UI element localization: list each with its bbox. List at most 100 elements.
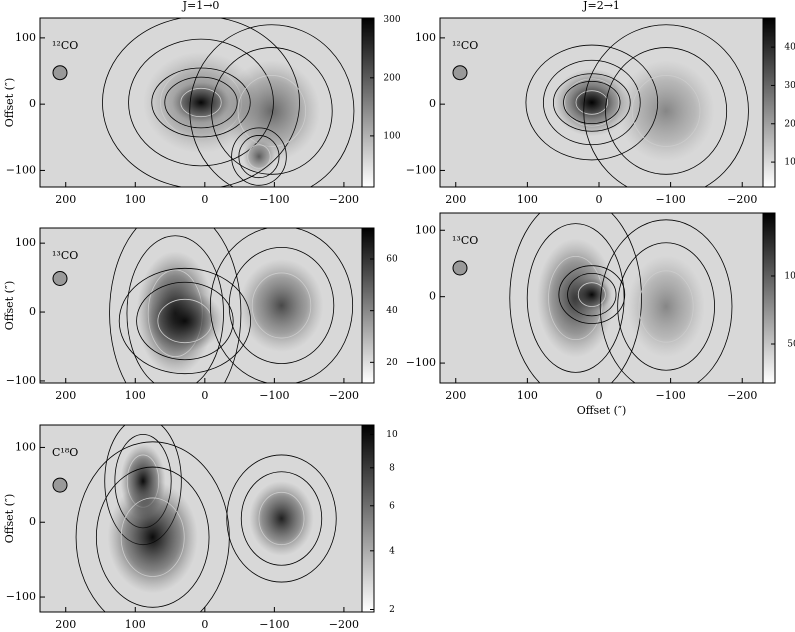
colorbar-tick-label: 300 <box>784 81 795 91</box>
map <box>102 18 355 187</box>
contour <box>228 246 335 365</box>
contour <box>189 24 355 187</box>
contour <box>231 127 287 186</box>
y-tick-label: −100 <box>6 374 36 387</box>
contour <box>226 454 337 583</box>
colorbar <box>762 212 776 384</box>
contour <box>238 135 280 179</box>
x-tick-label: 0 <box>595 193 602 206</box>
colorbar-tick-label: 40 <box>386 306 398 316</box>
y-tick-label: −100 <box>6 590 36 603</box>
x-tick-label: 100 <box>125 618 146 631</box>
colorbar-tick-label: 100 <box>784 158 795 168</box>
x-tick-label: −100 <box>259 618 289 631</box>
colorbar-tick-label: 4 <box>389 546 395 556</box>
y-tick-label: 0 <box>29 97 36 110</box>
colorbar <box>361 424 375 613</box>
colorbar-tick-label: 400 <box>784 43 795 53</box>
beam <box>52 65 68 81</box>
contour <box>180 87 222 118</box>
colorbar-tick-label: 200 <box>383 73 400 83</box>
colorbar-tick-label: 6 <box>389 501 395 511</box>
panel-title: J=2→1 <box>582 0 620 12</box>
x-tick-label: 0 <box>595 389 602 402</box>
x-tick-label: 100 <box>517 389 538 402</box>
x-tick-label: −100 <box>656 389 686 402</box>
beam <box>452 65 468 81</box>
x-tick-label: −200 <box>329 618 359 631</box>
colorbar-tick-label: 10 <box>386 430 398 440</box>
x-tick-label: 200 <box>445 193 466 206</box>
colorbar-tick-label: 200 <box>784 119 795 129</box>
x-tick-label: 100 <box>517 193 538 206</box>
map <box>75 425 337 612</box>
beam <box>452 260 468 276</box>
x-tick-label: 200 <box>55 389 76 402</box>
colorbar-tick-label: 20 <box>386 358 398 368</box>
y-tick-label: 100 <box>15 31 36 44</box>
x-tick-label: −100 <box>259 389 289 402</box>
colorbar <box>361 227 375 384</box>
colorbar-tick-label: 300 <box>383 15 400 25</box>
panel: ¹³CO 200 100 0 −100 −200 100 0 −100 Offset (″) 50 1… <box>406 212 795 417</box>
contour <box>617 242 715 371</box>
panel-title: J=1→0 <box>182 0 220 12</box>
x-tick-label: −200 <box>727 193 757 206</box>
panel: ¹²CO 200 100 0 −100 −200 100 0 −100 J=1→0 Offset (… <box>3 0 401 206</box>
y-tick-label: 100 <box>15 440 36 453</box>
contour <box>247 144 271 169</box>
y-tick-label: −100 <box>6 163 36 176</box>
colorbar-tick-label: 100 <box>383 131 400 141</box>
y-tick-label: −100 <box>406 356 436 369</box>
y-tick-label: 100 <box>415 223 436 236</box>
contour <box>211 47 333 175</box>
contour <box>136 281 234 361</box>
contour <box>240 471 323 566</box>
contour <box>599 219 733 383</box>
contour <box>126 235 224 383</box>
colorbar-tick-label: 60 <box>386 255 398 265</box>
y-tick-label: 0 <box>429 290 436 303</box>
x-tick-label: 200 <box>55 618 76 631</box>
beam <box>52 271 68 286</box>
contour <box>577 282 606 307</box>
x-tick-label: −100 <box>656 193 686 206</box>
x-axis-label: Offset (″) <box>577 404 627 417</box>
contour <box>526 223 625 373</box>
contour <box>631 75 701 147</box>
map <box>109 228 354 383</box>
colorbar-tick-label: 2 <box>389 605 395 615</box>
y-tick-label: −100 <box>406 163 436 176</box>
colorbar-tick-label: 8 <box>389 463 395 473</box>
y-tick-label: 0 <box>29 515 36 528</box>
x-tick-label: 200 <box>55 193 76 206</box>
x-tick-label: −200 <box>329 193 359 206</box>
y-tick-label: 100 <box>15 236 36 249</box>
contour <box>583 24 749 187</box>
x-tick-label: −100 <box>259 193 289 206</box>
x-tick-label: 100 <box>125 193 146 206</box>
map-label: ¹²CO <box>52 39 78 52</box>
contour <box>575 90 609 115</box>
map-background <box>40 425 362 612</box>
contour <box>258 491 305 546</box>
y-axis-label: Offset (″) <box>3 494 16 544</box>
contour <box>567 272 617 317</box>
map-label: C¹⁸O <box>52 446 78 459</box>
colorbar-tick-label: 50 <box>787 339 795 349</box>
contour <box>95 466 210 608</box>
map-label: ¹²CO <box>452 39 478 52</box>
colorbar-tick-label: 100 <box>784 271 795 281</box>
x-tick-label: 0 <box>201 193 208 206</box>
map-label: ¹³CO <box>452 234 478 247</box>
contour <box>605 47 728 175</box>
contour <box>209 228 354 383</box>
colorbar <box>361 17 375 188</box>
beam <box>52 477 68 493</box>
contour <box>237 75 307 147</box>
colorbar <box>762 17 776 188</box>
y-tick-label: 0 <box>429 97 436 110</box>
map <box>525 24 749 187</box>
